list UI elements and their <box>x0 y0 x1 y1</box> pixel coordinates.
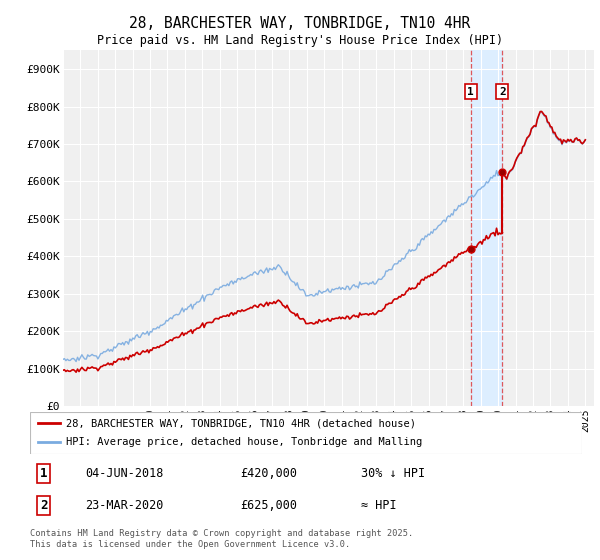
Text: 1: 1 <box>40 467 47 480</box>
Text: 28, BARCHESTER WAY, TONBRIDGE, TN10 4HR: 28, BARCHESTER WAY, TONBRIDGE, TN10 4HR <box>130 16 470 31</box>
Text: 2: 2 <box>499 87 506 96</box>
Text: 2: 2 <box>40 499 47 512</box>
Text: 30% ↓ HPI: 30% ↓ HPI <box>361 467 425 480</box>
Text: ≈ HPI: ≈ HPI <box>361 499 397 512</box>
Text: 1: 1 <box>467 87 474 96</box>
Text: Contains HM Land Registry data © Crown copyright and database right 2025.
This d: Contains HM Land Registry data © Crown c… <box>30 529 413 549</box>
Text: 04-JUN-2018: 04-JUN-2018 <box>85 467 164 480</box>
Text: HPI: Average price, detached house, Tonbridge and Malling: HPI: Average price, detached house, Tonb… <box>66 437 422 447</box>
Bar <box>471 50 502 406</box>
Text: £420,000: £420,000 <box>240 467 297 480</box>
Text: 28, BARCHESTER WAY, TONBRIDGE, TN10 4HR (detached house): 28, BARCHESTER WAY, TONBRIDGE, TN10 4HR … <box>66 418 416 428</box>
Text: £625,000: £625,000 <box>240 499 297 512</box>
Text: Price paid vs. HM Land Registry's House Price Index (HPI): Price paid vs. HM Land Registry's House … <box>97 34 503 46</box>
Text: 23-MAR-2020: 23-MAR-2020 <box>85 499 164 512</box>
